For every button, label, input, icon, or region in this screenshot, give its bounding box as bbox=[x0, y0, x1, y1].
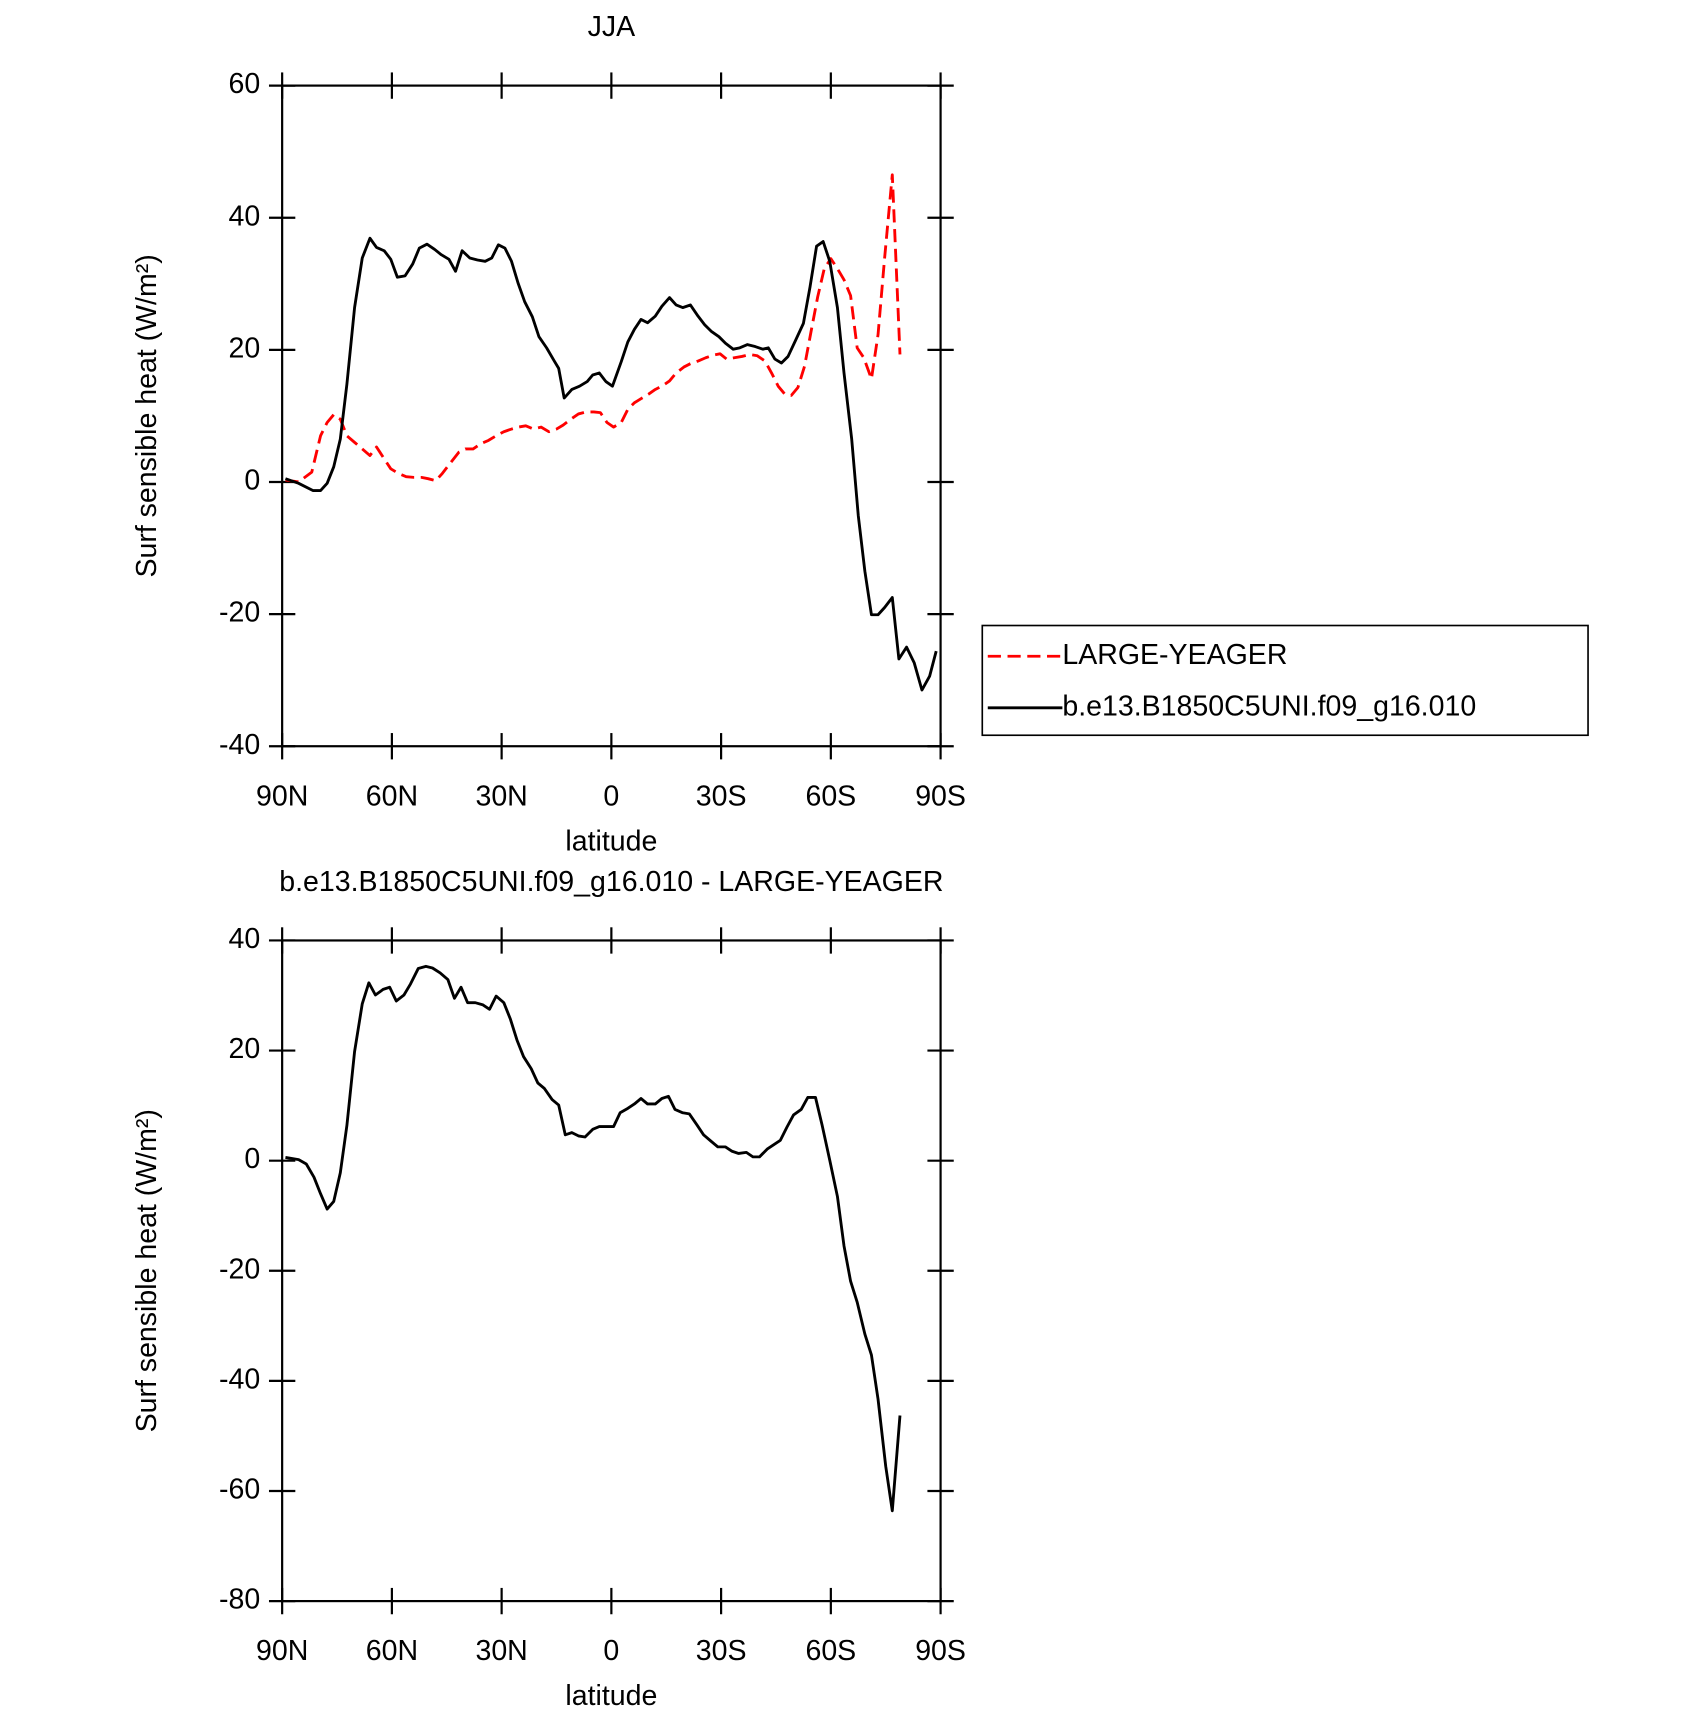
series-line bbox=[285, 964, 902, 1513]
x-tick-label: 30N bbox=[475, 780, 527, 812]
plot-frame bbox=[281, 84, 942, 748]
x-tick-label: 60S bbox=[805, 780, 856, 812]
x-tick-label: 60N bbox=[366, 780, 418, 812]
y-tick-label: 40 bbox=[228, 923, 260, 955]
y-tick-label: 60 bbox=[228, 68, 260, 100]
x-tick-label: 30S bbox=[696, 1635, 747, 1667]
legend-box bbox=[981, 624, 1589, 737]
y-tick-label: 0 bbox=[244, 465, 260, 497]
x-tick-label: 90S bbox=[915, 1635, 966, 1667]
x-tick-label: 30N bbox=[475, 1635, 527, 1667]
series-line bbox=[284, 236, 938, 692]
y-tick-label: 20 bbox=[228, 332, 260, 364]
legend-label: LARGE-YEAGER bbox=[1062, 639, 1287, 671]
y-axis-label: Surf sensible heat (W/m²) bbox=[131, 1109, 163, 1432]
series-line bbox=[285, 173, 902, 484]
y-axis-label: Surf sensible heat (W/m²) bbox=[131, 254, 163, 577]
x-tick-label: 60N bbox=[366, 1635, 418, 1667]
x-tick-label: 60S bbox=[805, 1635, 856, 1667]
y-tick-label: 0 bbox=[244, 1143, 260, 1175]
x-axis-label: latitude bbox=[565, 825, 657, 857]
y-tick-label: -20 bbox=[219, 1253, 260, 1285]
x-tick-label: 90S bbox=[915, 780, 966, 812]
x-tick-label: 30S bbox=[696, 780, 747, 812]
x-tick-label: 90N bbox=[256, 780, 308, 812]
legend-label: b.e13.B1850C5UNI.f09_g16.010 bbox=[1062, 690, 1476, 722]
y-tick-label: 40 bbox=[228, 200, 260, 232]
x-tick-label: 0 bbox=[603, 780, 619, 812]
x-axis-label: latitude bbox=[565, 1680, 657, 1712]
y-tick-label: -40 bbox=[219, 1363, 260, 1395]
y-tick-label: -80 bbox=[219, 1584, 260, 1616]
y-tick-label: -20 bbox=[219, 597, 260, 629]
x-tick-label: 0 bbox=[603, 1635, 619, 1667]
chart-title: b.e13.B1850C5UNI.f09_g16.010 - LARGE-YEA… bbox=[279, 866, 943, 898]
chart-title: JJA bbox=[588, 11, 636, 43]
y-tick-label: 20 bbox=[228, 1033, 260, 1065]
plot-frame bbox=[281, 939, 942, 1603]
x-tick-label: 90N bbox=[256, 1635, 308, 1667]
y-tick-label: -60 bbox=[219, 1474, 260, 1506]
y-tick-label: -40 bbox=[219, 729, 260, 761]
